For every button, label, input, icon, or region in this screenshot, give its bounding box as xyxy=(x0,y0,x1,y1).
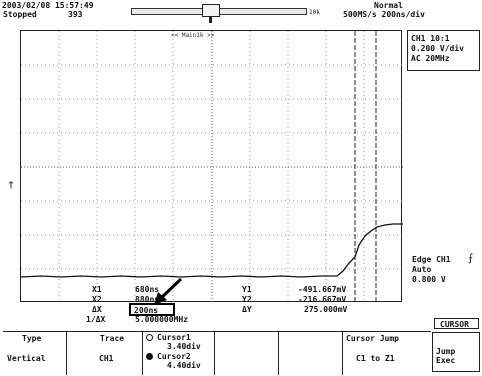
dx-value-highlight: 200ns xyxy=(129,303,175,316)
cursor2-radio[interactable] xyxy=(146,353,153,360)
trigger-source: Edge CH1 xyxy=(412,255,451,264)
empty-softkey-4[interactable] xyxy=(215,332,279,375)
inv-dx-label: 1/ΔX xyxy=(86,315,106,324)
cursor2-position: 4.40div xyxy=(167,361,201,370)
zoom-window-title: << Main1k >> xyxy=(171,32,215,39)
cursor-select-softkey[interactable]: Cursor1 3.40div Cursor2 4.40div xyxy=(143,332,215,375)
channel-info-panel: CH1 10:1 0.200 V/div AC 20MHz xyxy=(407,30,480,71)
rising-edge-icon: ⨍ xyxy=(468,253,474,264)
x1-value: 680ns xyxy=(135,285,160,294)
channel-volts-div: 0.200 V/div xyxy=(411,44,464,53)
acquisition-count: 393 xyxy=(68,10,83,19)
trigger-mode: Normal xyxy=(374,1,403,10)
trace-value: CH1 xyxy=(99,354,114,363)
y1-value: -491.667mV xyxy=(298,285,347,294)
channel-probe-ratio: CH1 10:1 xyxy=(411,34,450,43)
y2-label: Y2 xyxy=(242,295,252,304)
inv-dx-value: 5.000000MHz xyxy=(135,315,188,324)
y1-label: Y1 xyxy=(242,285,252,294)
cursor1-label: Cursor1 xyxy=(157,333,191,342)
dx-value: 200ns xyxy=(134,306,159,315)
jump-exec-label: Jump Exec xyxy=(436,347,456,365)
soft-key-bar: Type Vertical Trace CH1 Cursor1 3.40div … xyxy=(3,331,431,375)
jump-exec-button[interactable]: Jump Exec xyxy=(432,332,480,372)
dy-label: ΔY xyxy=(242,305,252,314)
trace-softkey[interactable]: Trace CH1 xyxy=(67,332,143,375)
memory-length: 10k xyxy=(309,9,320,16)
channel-coupling: AC 20MHz xyxy=(411,54,450,63)
x2-label: X2 xyxy=(92,295,102,304)
cursor1-position: 3.40div xyxy=(167,342,201,351)
empty-softkey-5[interactable] xyxy=(279,332,343,375)
cursor-jump-label: Cursor Jump xyxy=(346,334,399,343)
trigger-level-marker: † xyxy=(8,180,15,191)
callout-arrow-icon xyxy=(154,277,183,305)
x1-label: X1 xyxy=(92,285,102,294)
type-label: Type xyxy=(22,334,42,343)
cursor2-label: Cursor2 xyxy=(157,352,191,361)
dy-value: 275.000mV xyxy=(304,305,348,314)
waveform-trace xyxy=(21,223,403,278)
header-datetime: 2003/02/08 15:57:49 xyxy=(2,1,94,10)
y2-value: -216.667mV xyxy=(298,295,347,304)
x2-value: 880ns xyxy=(135,295,160,304)
cursor1-radio[interactable] xyxy=(146,334,153,341)
trigger-auto-mode: Auto xyxy=(412,265,432,274)
acquisition-status: Stopped xyxy=(3,10,37,19)
type-value: Vertical xyxy=(7,354,46,363)
trigger-level: 0.800 V xyxy=(412,275,446,284)
cursor-jump-value: C1 to Z1 xyxy=(356,354,395,363)
cursor-menu-label: CURSOR xyxy=(434,318,479,329)
trace-label: Trace xyxy=(100,334,125,343)
type-softkey[interactable]: Type Vertical xyxy=(3,332,67,375)
trigger-position-marker xyxy=(209,17,212,23)
waveform-plot: << Main1k >> xyxy=(20,30,403,303)
cursor-jump-softkey[interactable]: Cursor Jump C1 to Z1 xyxy=(343,332,431,375)
waveform-graticule xyxy=(21,31,403,303)
sample-rate-timebase: 500MS/s 200ns/div xyxy=(343,10,425,19)
dx-label: ΔX xyxy=(92,305,102,314)
center-axes xyxy=(21,31,403,303)
cursor-menu-title: CURSOR xyxy=(440,320,469,329)
display-window-indicator[interactable] xyxy=(202,4,220,17)
